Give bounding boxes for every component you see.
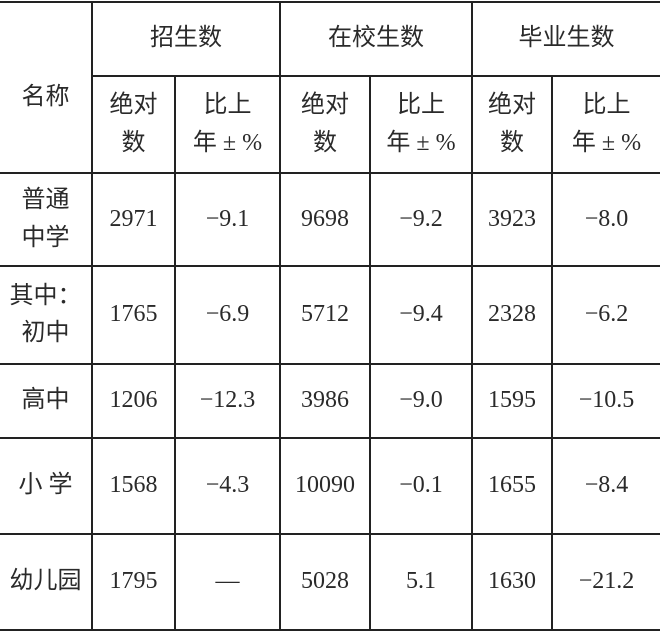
header-group-students: 在校生数 (279, 1, 473, 77)
header-group-enrollment: 招生数 (91, 1, 281, 77)
table-cell: −10.5 (551, 363, 660, 439)
row-name: 小 学 (0, 437, 93, 535)
header-sub-pct: 比上年 ± % (551, 75, 660, 174)
row-name-line: 中学 (21, 224, 70, 251)
header-sub-line: 数 (121, 129, 146, 156)
table-cell: −8.4 (551, 437, 660, 535)
header-row-groups: 名称 招生数 在校生数 毕业生数 (0, 1, 660, 174)
table-cell: 1795 (91, 533, 176, 631)
table-cell: 1765 (91, 265, 176, 365)
row-name-line: 其中： (9, 282, 82, 309)
table-cell: −21.2 (551, 533, 660, 631)
table-cell: −6.9 (174, 265, 281, 365)
header-group-graduates: 毕业生数 (471, 1, 660, 77)
table-cell: 10090 (279, 437, 371, 535)
table-cell: −9.4 (369, 265, 473, 365)
table-cell: −12.3 (174, 363, 281, 439)
header-sub-line: 绝对 (109, 92, 158, 119)
table-cell: −0.1 (369, 437, 473, 535)
table-cell: 1655 (471, 437, 553, 535)
header-sub-pct: 比上年 ± % (369, 75, 473, 174)
table-cell: 5028 (279, 533, 371, 631)
table-cell: −4.3 (174, 437, 281, 535)
table-row: 其中： 初中 1765 −6.9 5712 −9.4 2328 −6.2 (0, 265, 660, 365)
row-name: 普通 中学 (0, 172, 93, 267)
table-cell: — (174, 533, 281, 631)
header-sub-abs: 绝对数 (279, 75, 371, 174)
header-name: 名称 (0, 1, 93, 174)
table-cell: −9.2 (369, 172, 473, 267)
table-cell: 3923 (471, 172, 553, 267)
header-sub-line: 年 ± % (386, 129, 456, 156)
header-sub-line: 比上 (582, 92, 631, 119)
header-sub-line: 绝对 (488, 92, 536, 119)
table-cell: −8.0 (551, 172, 660, 267)
table-cell: −9.0 (369, 363, 473, 439)
table-cell: 2328 (471, 265, 553, 365)
table-row: 小 学 1568 −4.3 10090 −0.1 1655 −8.4 (0, 437, 660, 535)
row-name-line: 高中 (21, 387, 70, 414)
table-cell: 1568 (91, 437, 176, 535)
row-name-line: 幼儿园 (9, 568, 82, 595)
table-cell: 1595 (471, 363, 553, 439)
table-cell: 3986 (279, 363, 371, 439)
header-sub-line: 年 ± % (192, 129, 263, 156)
table-cell: 5.1 (369, 533, 473, 631)
row-name: 高中 (0, 363, 93, 439)
header-sub-abs: 绝对数 (92, 75, 176, 174)
header-row-sub: 绝对数比上年 ± % 绝对数比上年 ± % 绝对数比上年 ± % (0, 75, 660, 174)
table-row: 普通 中学 2971 −9.1 9698 −9.2 3923 −8.0 (0, 172, 660, 267)
table-cell: −6.2 (551, 265, 660, 365)
table-cell: −9.1 (174, 172, 281, 267)
header-sub-abs: 绝对数 (471, 75, 553, 174)
table-cell: 2971 (91, 172, 176, 267)
table-row: 高中 1206 −12.3 3986 −9.0 1595 −10.5 (0, 363, 660, 439)
table-cell: 1206 (91, 363, 176, 439)
row-name-line: 小 学 (18, 472, 73, 499)
row-name-line: 普通 (21, 187, 70, 214)
header-sub-line: 比上 (203, 92, 252, 119)
table-cell: 5712 (279, 265, 371, 365)
row-name: 其中： 初中 (0, 265, 93, 365)
header-sub-pct: 比上年 ± % (174, 75, 281, 174)
header-sub-line: 数 (500, 129, 524, 156)
header-sub-line: 比上 (397, 92, 445, 119)
row-name-line: 初中 (21, 320, 70, 346)
header-sub-line: 绝对 (301, 92, 349, 119)
header-sub-line: 数 (313, 129, 337, 156)
table-row: 幼儿园 1795—5028 5.1 1630 −21.2 (0, 533, 660, 631)
header-sub-line: 年 ± % (571, 129, 642, 156)
row-name: 幼儿园 (0, 533, 93, 631)
table-cell: 9698 (279, 172, 371, 267)
table-cell: 1630 (471, 533, 553, 631)
